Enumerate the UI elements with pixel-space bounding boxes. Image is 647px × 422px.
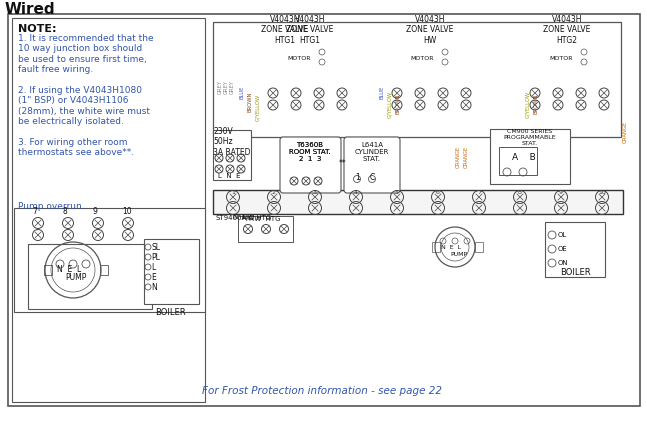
- Text: 10: 10: [122, 207, 131, 216]
- Text: Pump overrun: Pump overrun: [18, 202, 82, 211]
- Text: PUMP: PUMP: [450, 252, 467, 257]
- Text: MOTOR: MOTOR: [549, 56, 573, 60]
- Text: 230V
50Hz
3A RATED: 230V 50Hz 3A RATED: [213, 127, 250, 157]
- FancyBboxPatch shape: [534, 44, 589, 72]
- Text: 1: 1: [355, 173, 360, 182]
- FancyBboxPatch shape: [520, 32, 615, 117]
- Text: N: N: [151, 282, 157, 292]
- Text: ON: ON: [558, 260, 569, 266]
- Text: NOTE:: NOTE:: [18, 24, 56, 34]
- FancyBboxPatch shape: [44, 265, 52, 275]
- Text: V4043H
ZONE VALVE
HTG1: V4043H ZONE VALVE HTG1: [261, 15, 309, 45]
- Text: N  L: N L: [233, 214, 247, 220]
- Text: L641A
CYLINDER
STAT.: L641A CYLINDER STAT.: [355, 142, 389, 162]
- Text: 4: 4: [354, 189, 358, 195]
- FancyBboxPatch shape: [100, 265, 108, 275]
- FancyBboxPatch shape: [432, 242, 440, 252]
- Text: BOILER: BOILER: [155, 308, 186, 317]
- Text: PUMP: PUMP: [65, 273, 87, 282]
- Text: 1. It is recommended that the
10 way junction box should
be used to ensure first: 1. It is recommended that the 10 way jun…: [18, 34, 153, 157]
- Text: GREY: GREY: [217, 80, 223, 94]
- Text: BROWN: BROWN: [248, 92, 252, 112]
- Text: L  N  E: L N E: [218, 173, 241, 179]
- Text: 5: 5: [395, 189, 399, 195]
- FancyBboxPatch shape: [144, 239, 199, 304]
- Text: HW HTG: HW HTG: [242, 215, 271, 221]
- Text: V4043H
ZONE VALVE
HW: V4043H ZONE VALVE HW: [406, 15, 454, 45]
- Text: BOILER: BOILER: [560, 268, 590, 277]
- FancyBboxPatch shape: [344, 137, 400, 193]
- FancyBboxPatch shape: [272, 44, 327, 72]
- Text: 8: 8: [518, 189, 522, 195]
- Text: MOTOR: MOTOR: [410, 56, 433, 60]
- FancyBboxPatch shape: [213, 190, 623, 214]
- Text: OL: OL: [558, 232, 567, 238]
- Text: T6360B
ROOM STAT.
2  1  3: T6360B ROOM STAT. 2 1 3: [289, 142, 331, 162]
- Text: A    B: A B: [512, 152, 536, 162]
- Text: 7: 7: [32, 207, 37, 216]
- Text: L: L: [151, 262, 155, 271]
- Text: C: C: [370, 173, 375, 182]
- Text: T6360B
ROOM STAT.
2  1  3: T6360B ROOM STAT. 2 1 3: [289, 142, 331, 162]
- Text: 9: 9: [92, 207, 97, 216]
- FancyBboxPatch shape: [545, 222, 605, 277]
- FancyBboxPatch shape: [280, 137, 341, 193]
- Text: G/YELLOW: G/YELLOW: [388, 90, 393, 118]
- Text: 8: 8: [62, 207, 67, 216]
- Text: 2: 2: [272, 189, 276, 195]
- FancyBboxPatch shape: [12, 18, 205, 402]
- Text: GREY: GREY: [223, 80, 228, 94]
- Text: OE: OE: [558, 246, 568, 252]
- FancyBboxPatch shape: [490, 129, 570, 184]
- FancyBboxPatch shape: [258, 32, 358, 117]
- Text: V4043H
ZONE VALVE
HTG1: V4043H ZONE VALVE HTG1: [287, 15, 334, 45]
- FancyBboxPatch shape: [14, 208, 205, 312]
- FancyBboxPatch shape: [382, 32, 482, 117]
- FancyBboxPatch shape: [238, 216, 293, 242]
- Text: PL: PL: [151, 252, 160, 262]
- FancyBboxPatch shape: [499, 147, 537, 175]
- Text: N  E  L: N E L: [441, 244, 461, 249]
- Text: G/YELLOW: G/YELLOW: [256, 93, 261, 121]
- Text: 9: 9: [559, 189, 563, 195]
- Text: BROWN: BROWN: [395, 94, 400, 114]
- FancyBboxPatch shape: [8, 14, 640, 406]
- Text: For Frost Protection information - see page 22: For Frost Protection information - see p…: [202, 386, 442, 396]
- FancyBboxPatch shape: [213, 22, 621, 137]
- FancyBboxPatch shape: [28, 244, 152, 309]
- Text: N  E  L: N E L: [57, 265, 82, 274]
- FancyBboxPatch shape: [395, 44, 450, 72]
- Text: 10: 10: [598, 189, 606, 195]
- Text: ST9400A/C: ST9400A/C: [215, 215, 254, 221]
- Text: E: E: [151, 273, 156, 281]
- Text: 6: 6: [436, 189, 440, 195]
- Text: HW  HTG: HW HTG: [249, 216, 281, 222]
- Text: Wired: Wired: [5, 2, 56, 17]
- Text: 3: 3: [313, 189, 317, 195]
- Text: G/YELLOW: G/YELLOW: [525, 90, 531, 118]
- Text: 1: 1: [231, 189, 235, 195]
- FancyBboxPatch shape: [213, 130, 251, 180]
- Text: V4043H
ZONE VALVE
HTG2: V4043H ZONE VALVE HTG2: [543, 15, 591, 45]
- Text: CM900 SERIES
PROGRAMMABLE
STAT.: CM900 SERIES PROGRAMMABLE STAT.: [503, 129, 556, 146]
- Text: **: **: [339, 159, 347, 168]
- Text: SL: SL: [151, 243, 160, 252]
- Text: GREY: GREY: [230, 80, 234, 94]
- FancyBboxPatch shape: [475, 242, 483, 252]
- Text: BLUE: BLUE: [380, 85, 384, 99]
- Text: ORANGE: ORANGE: [455, 146, 461, 168]
- Text: BROWN: BROWN: [534, 94, 538, 114]
- Text: BLUE: BLUE: [239, 85, 245, 99]
- Text: MOTOR: MOTOR: [287, 56, 311, 60]
- Text: ORANGE: ORANGE: [463, 146, 468, 168]
- Text: 7: 7: [477, 189, 481, 195]
- Text: ORANGE: ORANGE: [622, 121, 628, 143]
